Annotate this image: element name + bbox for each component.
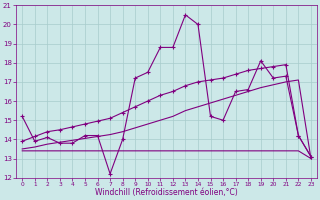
X-axis label: Windchill (Refroidissement éolien,°C): Windchill (Refroidissement éolien,°C) — [95, 188, 238, 197]
